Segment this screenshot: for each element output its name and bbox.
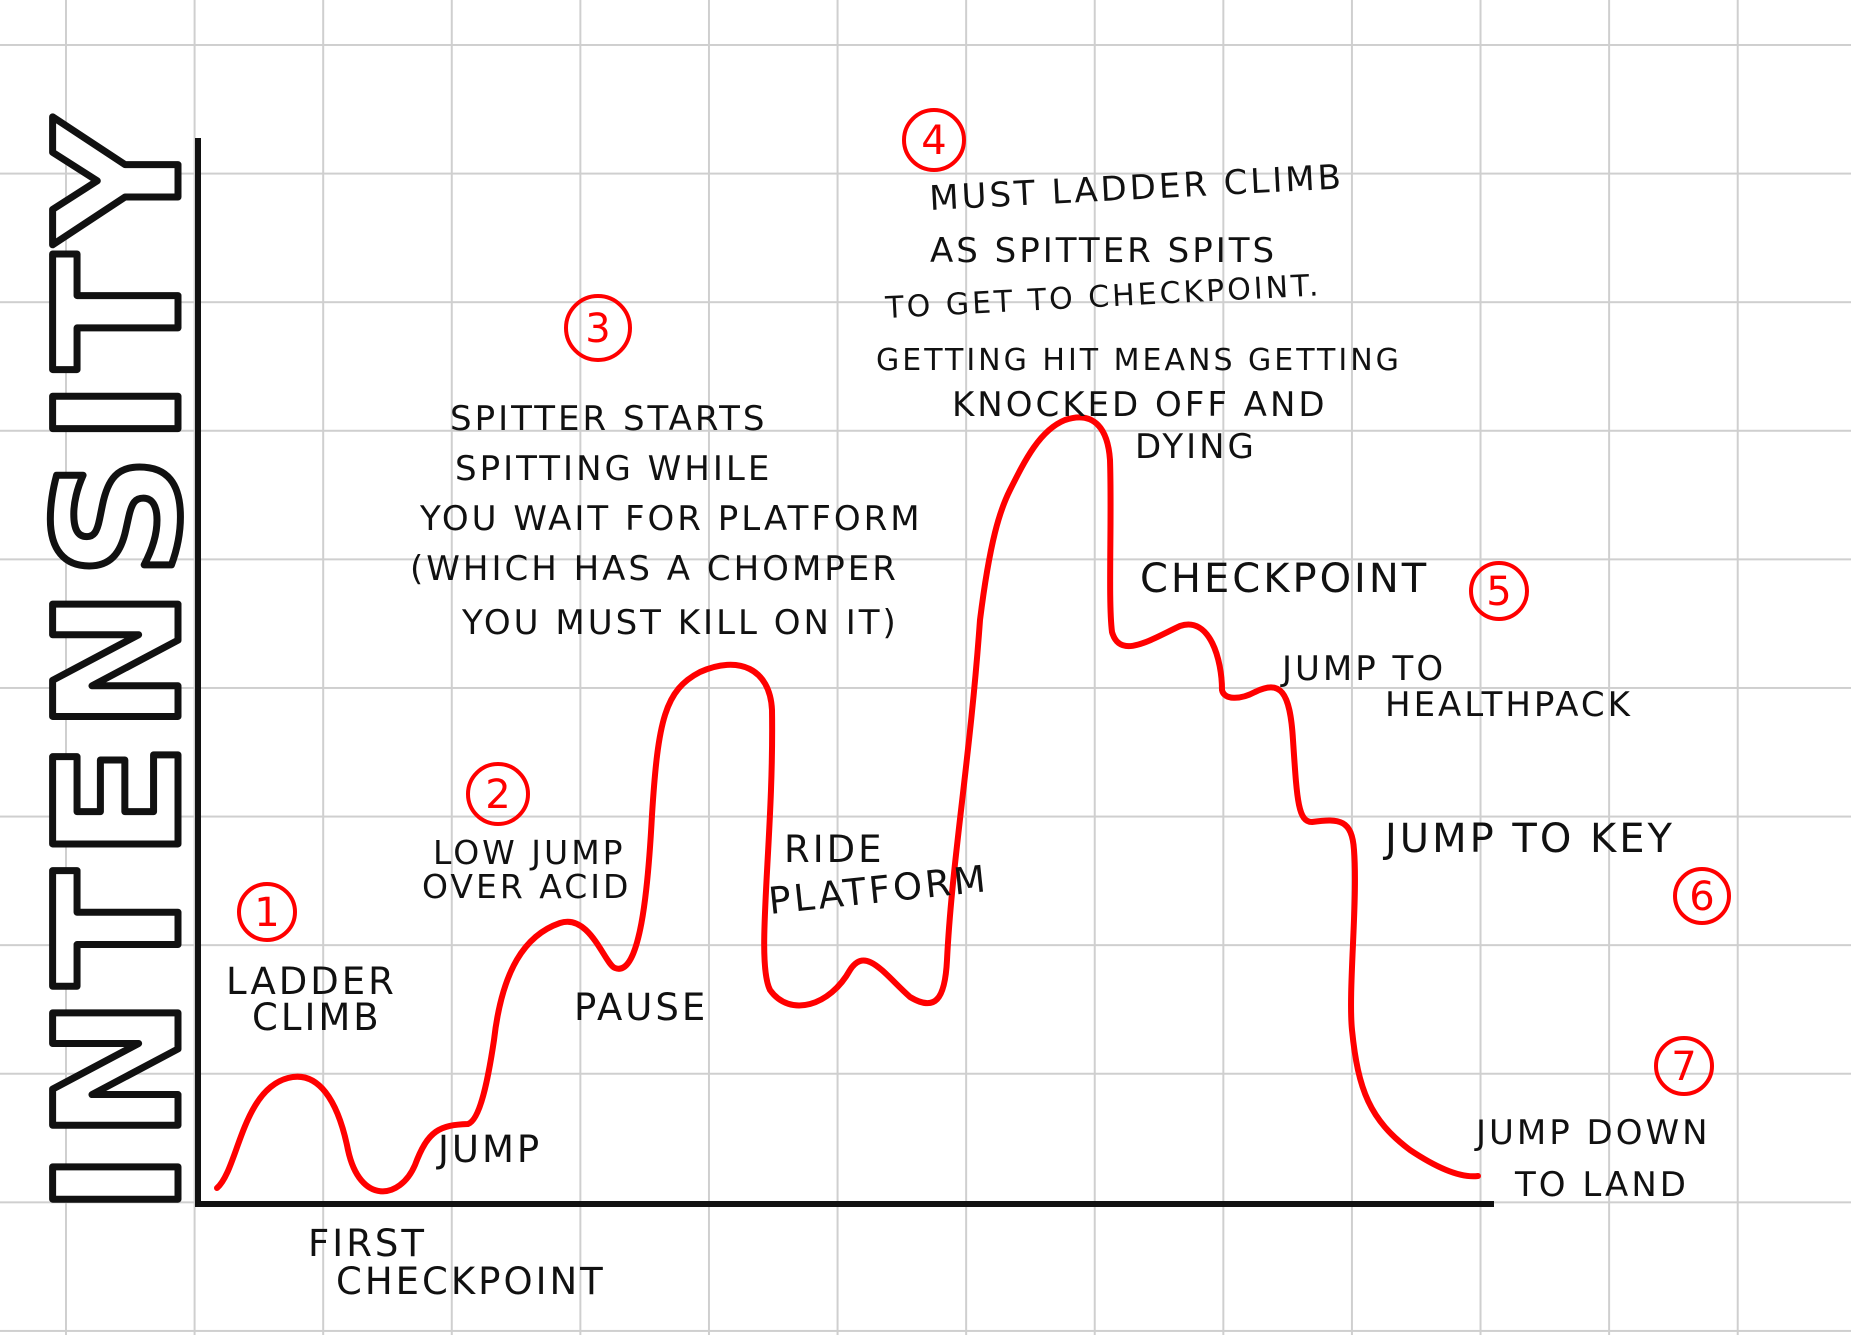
note-ladder-spitter: MUST LADDER CLIMB AS SPITTER SPITS TO GE… (876, 157, 1402, 467)
note-line: MUST LADDER CLIMB (928, 157, 1345, 219)
note-key: JUMP TO KEY (1382, 816, 1675, 862)
note-line: HEALTHPACK (1385, 685, 1633, 725)
note-line: SPITTING WHILE (455, 449, 772, 489)
note-spitter: SPITTER STARTS SPITTING WHILE YOU WAIT F… (410, 399, 923, 643)
y-axis-label: INTENSITY (18, 109, 219, 1215)
note-line: TO LAND (1514, 1165, 1689, 1205)
badge-1: 1 (237, 882, 297, 942)
badge-6: 6 (1673, 867, 1731, 925)
badge-2-label: 2 (485, 772, 510, 818)
note-first-checkpoint: FIRST CHECKPOINT (308, 1222, 606, 1303)
badge-7-ring (1654, 1036, 1714, 1096)
note-pause: PAUSE (574, 986, 708, 1029)
note-jump-down: JUMP DOWN TO LAND (1474, 1113, 1711, 1205)
note-line: YOU MUST KILL ON IT) (461, 603, 899, 643)
badge-5-label: 5 (1486, 569, 1511, 615)
note-line: SPITTER STARTS (450, 399, 767, 439)
note-line: KNOCKED OFF AND (952, 385, 1328, 425)
note-line: OVER ACID (422, 867, 631, 906)
note-low-jump: LOW JUMP OVER ACID (422, 833, 631, 906)
badge-1-label: 1 (254, 890, 279, 936)
badge-4-ring (902, 108, 966, 172)
badge-3-label: 3 (585, 306, 610, 352)
badge-7: 7 (1654, 1036, 1714, 1096)
note-ladder-climb: LADDER CLIMB (226, 960, 397, 1039)
note-line: JUMP TO (1280, 649, 1446, 689)
badge-3: 3 (564, 294, 632, 362)
note-jump: JUMP (436, 1128, 542, 1171)
badge-6-label: 6 (1689, 874, 1714, 920)
note-line: LADDER (226, 960, 397, 1003)
note-line: AS SPITTER SPITS (930, 231, 1277, 271)
note-healthpack: JUMP TO HEALTHPACK (1280, 649, 1633, 725)
note-line: LOW JUMP (433, 833, 626, 872)
note-line: GETTING HIT MEANS GETTING (876, 343, 1402, 378)
note-line: TO GET TO CHECKPOINT. (884, 268, 1323, 326)
note-line: CHECKPOINT (336, 1260, 606, 1303)
note-line: (WHICH HAS A CHOMPER (410, 549, 899, 589)
note-line: FIRST (308, 1222, 427, 1265)
badge-5-ring (1469, 561, 1529, 621)
badge-3-ring (564, 294, 632, 362)
badge-4: 4 (902, 108, 966, 172)
badge-1-ring (237, 882, 297, 942)
intensity-curve (214, 414, 1481, 1195)
badge-6-ring (1673, 867, 1731, 925)
badge-4-label: 4 (921, 118, 946, 164)
note-line: CLIMB (252, 996, 382, 1039)
note-line: YOU WAIT FOR PLATFORM (419, 499, 923, 539)
note-line: RIDE (784, 828, 885, 871)
note-line: DYING (1135, 427, 1257, 467)
note-line: JUMP DOWN (1474, 1113, 1711, 1153)
badge-7-label: 7 (1671, 1044, 1696, 1090)
note-checkpoint: CHECKPOINT (1140, 556, 1429, 602)
badge-2-ring (466, 762, 530, 826)
badge-5: 5 (1469, 561, 1529, 621)
badge-2: 2 (466, 762, 530, 826)
